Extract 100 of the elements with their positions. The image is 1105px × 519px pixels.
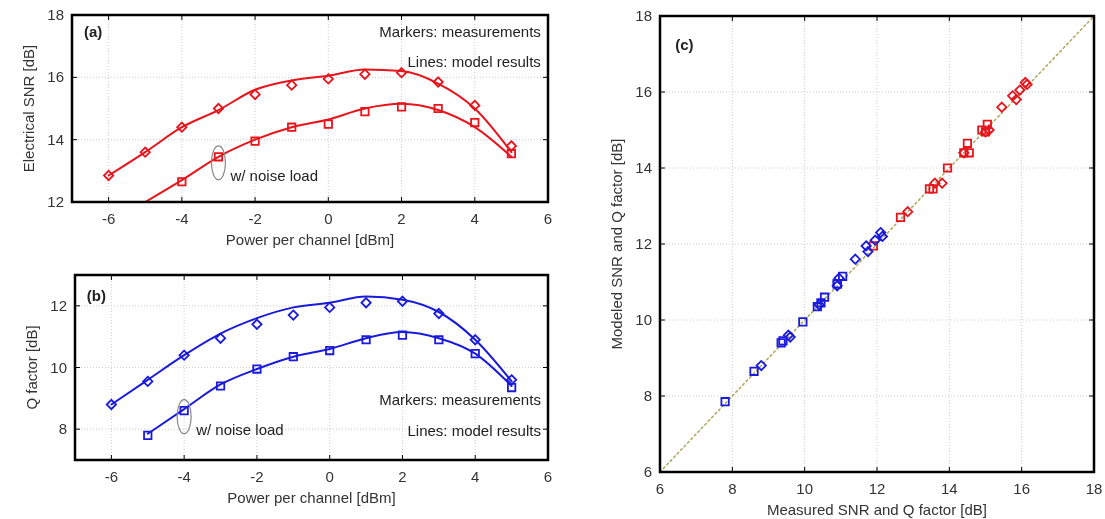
y-tick-label: 18 <box>47 6 64 23</box>
point <box>470 117 480 128</box>
point <box>250 136 260 146</box>
point <box>178 349 190 361</box>
point <box>470 349 480 359</box>
point <box>469 99 481 111</box>
point <box>143 430 153 440</box>
point <box>397 330 408 340</box>
x-tick-label: 2 <box>397 210 406 227</box>
point <box>395 67 408 79</box>
y-axis-title: Electrical SNR [dB] <box>20 44 37 173</box>
annotation: (a) <box>83 23 103 41</box>
point <box>214 332 227 344</box>
y-tick-label: 12 <box>50 296 67 314</box>
point <box>895 212 906 223</box>
x-tick-label: 8 <box>728 480 737 497</box>
point <box>212 102 225 115</box>
y-tick-label: 10 <box>50 358 67 376</box>
point <box>1014 84 1026 96</box>
y-axis-title: Modeled SNR and Q factor [dB] <box>608 138 625 350</box>
annotation: (c) <box>675 36 694 54</box>
point <box>139 146 151 158</box>
annotation: (b) <box>86 286 106 304</box>
point <box>1007 90 1019 102</box>
x-tick-label: -4 <box>175 210 189 227</box>
point <box>396 102 407 112</box>
y-tick-label: 16 <box>47 68 64 86</box>
y-tick-label: 8 <box>643 387 652 404</box>
point <box>361 335 371 345</box>
point <box>869 234 881 246</box>
x-tick-label: -6 <box>101 210 116 227</box>
point <box>287 122 297 132</box>
x-tick-label: 14 <box>940 480 958 497</box>
y-axis-title: Q factor [dB] <box>23 325 40 410</box>
point <box>324 301 336 313</box>
y-tick-label: 14 <box>47 130 64 148</box>
point <box>288 352 298 362</box>
y-tick-label: 12 <box>47 193 64 210</box>
point <box>469 334 481 346</box>
point <box>1010 94 1022 106</box>
point <box>103 169 115 182</box>
x-tick-label: 0 <box>324 210 333 227</box>
y-tick-label: 14 <box>635 159 652 176</box>
point <box>506 149 516 159</box>
x-axis-title: Power per channel [dBm] <box>227 489 396 506</box>
point <box>833 272 845 284</box>
x-tick-label: -2 <box>248 210 262 227</box>
point <box>977 125 987 135</box>
x-tick-label: -2 <box>250 468 264 485</box>
point <box>105 398 117 411</box>
point <box>360 297 372 309</box>
point <box>962 138 973 148</box>
point <box>251 318 263 330</box>
annotation: w/ noise load <box>195 420 284 438</box>
point <box>819 292 830 302</box>
point <box>176 121 188 133</box>
point <box>432 76 444 88</box>
point <box>749 366 759 376</box>
point <box>287 309 299 321</box>
point <box>213 152 224 162</box>
annotation: Lines: model results <box>407 53 541 71</box>
point <box>798 317 808 327</box>
point <box>929 177 941 189</box>
point <box>142 375 154 387</box>
point <box>433 308 445 320</box>
point <box>902 206 914 218</box>
point <box>862 246 874 258</box>
y-tick-label: 8 <box>58 420 67 438</box>
x-tick-label: 10 <box>796 480 814 497</box>
point <box>849 253 861 265</box>
point <box>924 184 935 194</box>
y-tick-label: 16 <box>635 83 652 100</box>
x-tick-label: 6 <box>655 480 665 497</box>
y-tick-label: 12 <box>635 235 652 252</box>
point <box>996 101 1008 113</box>
x-tick-label: 2 <box>398 468 407 485</box>
x-tick-label: 18 <box>1085 480 1103 497</box>
point <box>252 364 262 374</box>
x-tick-label: 4 <box>471 468 480 485</box>
x-axis-title: Power per channel [dBm] <box>225 231 395 248</box>
x-tick-label: -6 <box>104 468 119 485</box>
point <box>325 345 335 356</box>
x-tick-label: 0 <box>325 468 334 485</box>
x-tick-label: -4 <box>177 468 191 485</box>
annotation: Lines: model results <box>407 421 541 439</box>
y-tick-label: 18 <box>635 7 652 24</box>
point <box>964 148 974 158</box>
point <box>434 335 444 345</box>
point <box>396 295 409 307</box>
point <box>860 240 872 252</box>
point <box>179 406 189 416</box>
point <box>286 79 298 91</box>
point <box>982 119 992 129</box>
x-tick-label: 4 <box>470 210 479 227</box>
point <box>433 103 443 114</box>
point <box>868 241 878 251</box>
point <box>322 73 334 85</box>
x-tick-label: 6 <box>543 210 553 227</box>
x-tick-label: 16 <box>1013 480 1031 497</box>
x-tick-label: 6 <box>543 468 553 485</box>
